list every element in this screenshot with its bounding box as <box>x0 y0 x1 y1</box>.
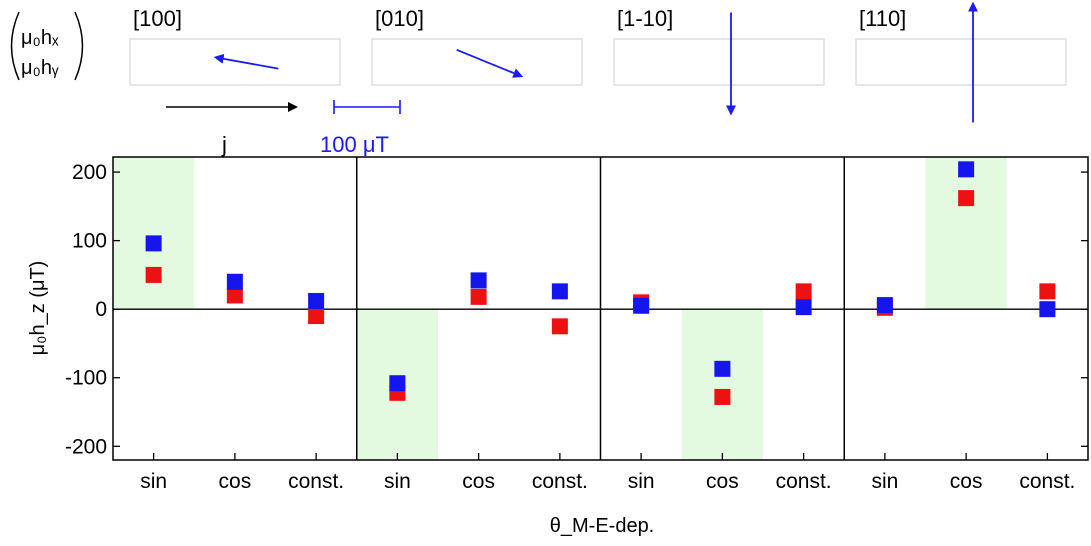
data-point-blue <box>551 283 568 300</box>
direction-box <box>371 38 583 86</box>
x-tick-label: cos <box>950 470 983 493</box>
data-point-blue <box>1039 301 1056 318</box>
vector-label-x: μ₀hₓ <box>21 27 59 49</box>
y-axis-label: μ₀h_z (μT) <box>27 261 49 356</box>
vector-label-y: μ₀hᵧ <box>21 57 59 79</box>
data-point-red <box>226 287 243 304</box>
data-point-blue <box>633 297 650 314</box>
current-label: j <box>221 132 227 157</box>
data-point-red <box>308 308 325 325</box>
direction-label: [100] <box>133 6 182 31</box>
x-tick-label: cos <box>462 470 495 493</box>
data-point-blue <box>308 292 325 309</box>
highlight-region <box>681 309 763 460</box>
x-tick-label: const. <box>532 470 588 493</box>
y-tick-label: 0 <box>95 298 107 321</box>
y-tick-label: -100 <box>65 367 107 390</box>
field-arrow <box>213 53 279 70</box>
scale-bar: 100 μT <box>320 100 401 157</box>
data-point-red <box>1039 283 1056 300</box>
x-axis-label: θ_M-E-dep. <box>550 515 655 537</box>
x-tick-label: sin <box>384 470 411 493</box>
direction-label: [110] <box>859 6 906 31</box>
data-point-red <box>714 388 731 405</box>
data-point-blue <box>389 375 406 392</box>
x-tick-label: sin <box>871 470 898 493</box>
direction-box <box>855 38 1067 86</box>
data-point-red <box>470 288 487 305</box>
direction-label: [010] <box>375 6 424 31</box>
data-point-blue <box>145 235 162 252</box>
scale-label: 100 μT <box>320 132 389 157</box>
field-arrow <box>456 48 524 78</box>
data-point-red <box>795 283 812 300</box>
data-point-blue <box>876 297 893 314</box>
x-tick-label: sin <box>140 470 167 493</box>
data-point-blue <box>470 272 487 289</box>
data-point-blue <box>226 273 243 290</box>
direction-box <box>613 38 825 86</box>
highlight-region <box>113 157 195 310</box>
data-point-blue <box>714 360 731 377</box>
x-tick-label: cos <box>219 470 252 493</box>
x-tick-label: const. <box>776 470 832 493</box>
right-paren <box>74 11 84 81</box>
data-point-blue <box>958 161 975 178</box>
x-tick-label: cos <box>706 470 739 493</box>
x-tick-label: const. <box>1019 470 1075 493</box>
current-indicator: j <box>166 102 298 157</box>
left-paren <box>10 11 20 81</box>
y-tick-label: 100 <box>72 230 107 253</box>
highlight-region <box>925 157 1007 310</box>
data-point-blue <box>795 299 812 316</box>
data-point-red <box>551 318 568 335</box>
chart: -200 -100 0 100 200 sin cos const. sin cos const. s… <box>65 156 1089 493</box>
x-tick-label: sin <box>628 470 655 493</box>
field-direction-inset: [100] [010] [1-10] [110] <box>129 1 1067 123</box>
direction-label: [1-10] <box>617 6 673 31</box>
data-point-red <box>958 190 975 207</box>
direction-box <box>129 38 341 86</box>
y-tick-label: -200 <box>65 435 107 458</box>
x-tick-label: const. <box>288 470 344 493</box>
vector-label: μ₀hₓ μ₀hᵧ <box>10 11 84 81</box>
data-point-red <box>145 266 162 283</box>
y-tick-label: 200 <box>72 161 107 184</box>
